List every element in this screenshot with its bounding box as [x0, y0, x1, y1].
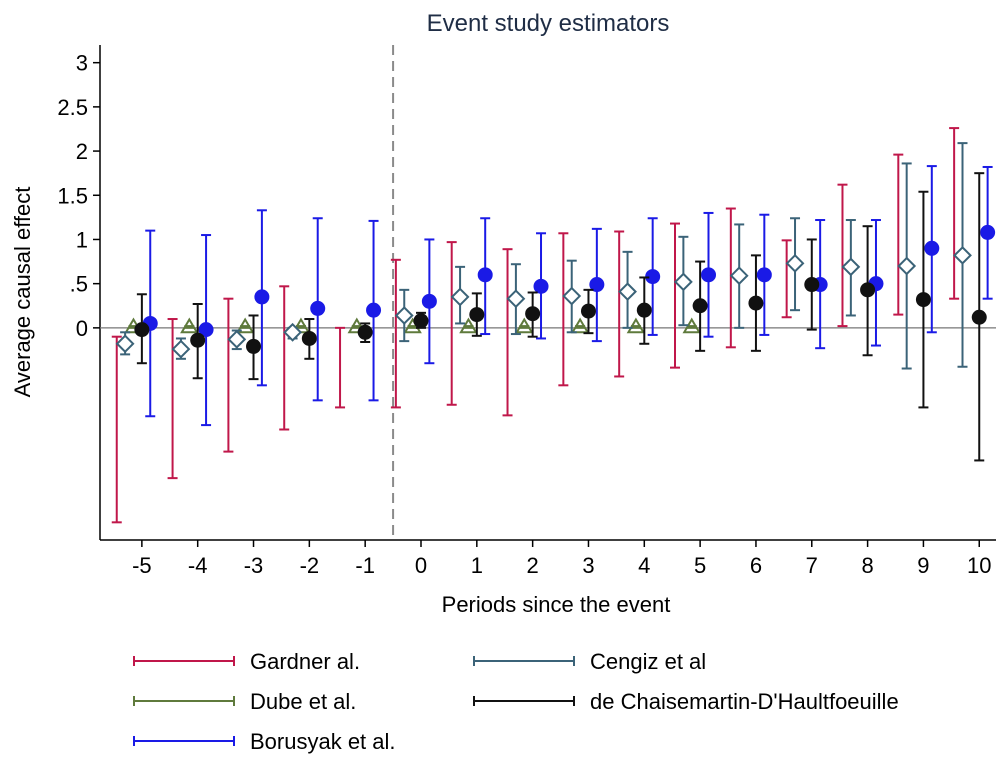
point-marker	[421, 293, 437, 309]
point-marker	[506, 289, 526, 309]
y-tick-label: 1.5	[57, 183, 88, 208]
point-marker	[645, 269, 661, 285]
legend-label: de Chaisemartin-D'Haultfoeuille	[590, 689, 899, 714]
y-tick-label: .5	[70, 272, 88, 297]
x-tick-label: -1	[355, 553, 375, 578]
point-marker	[515, 317, 534, 334]
point-marker	[469, 307, 485, 323]
y-tick-label: 0	[76, 316, 88, 341]
point-marker	[477, 267, 493, 283]
legend-item: Borusyak et al.	[133, 729, 396, 754]
x-tick-label: 3	[582, 553, 594, 578]
point-marker	[347, 317, 367, 334]
chart-title: Event study estimators	[427, 10, 670, 37]
series-2	[142, 165, 996, 427]
point-marker	[227, 329, 247, 349]
point-marker	[804, 277, 820, 293]
point-marker	[980, 224, 996, 240]
legend-item: de Chaisemartin-D'Haultfoeuille	[473, 689, 899, 714]
point-marker	[897, 256, 917, 276]
point-marker	[301, 330, 317, 346]
point-marker	[198, 322, 214, 338]
series-4	[134, 172, 987, 462]
x-tick-label: 2	[527, 553, 539, 578]
point-marker	[254, 289, 270, 305]
x-tick-label: 5	[694, 553, 706, 578]
legend-label: Dube et al.	[250, 689, 356, 714]
point-marker	[626, 317, 646, 334]
point-marker	[394, 306, 414, 325]
legend-item: Dube et al.	[133, 689, 356, 714]
point-marker	[618, 282, 637, 302]
point-marker	[729, 266, 749, 286]
y-axis-label: Average causal effect	[10, 187, 35, 398]
point-marker	[171, 339, 191, 359]
point-marker	[190, 332, 206, 348]
point-marker	[580, 303, 596, 319]
y-tick-label: 2	[76, 139, 88, 164]
series-3	[115, 142, 972, 370]
point-marker	[570, 317, 590, 334]
point-marker	[525, 306, 541, 322]
x-axis-label: Periods since the event	[442, 592, 671, 617]
point-marker	[413, 313, 429, 329]
x-tick-label: 9	[917, 553, 929, 578]
point-marker	[562, 286, 582, 306]
point-marker	[971, 309, 987, 325]
point-marker	[756, 267, 772, 283]
point-marker	[589, 277, 605, 293]
point-marker	[115, 334, 135, 354]
point-marker	[310, 300, 326, 316]
point-marker	[953, 245, 972, 265]
legend-item: Gardner al.	[133, 649, 360, 674]
y-tick-label: 1	[76, 227, 88, 252]
y-tick-label: 2.5	[57, 95, 88, 120]
point-marker	[841, 257, 861, 277]
point-marker	[636, 302, 652, 318]
x-tick-label: -4	[188, 553, 208, 578]
point-marker	[924, 240, 940, 256]
point-marker	[533, 278, 549, 294]
series-0	[111, 127, 960, 524]
point-marker	[450, 287, 470, 307]
point-marker	[235, 317, 255, 334]
x-tick-label: 1	[471, 553, 483, 578]
legend-label: Cengiz et al	[590, 649, 706, 674]
point-marker	[860, 282, 876, 298]
point-marker	[459, 317, 478, 334]
point-marker	[246, 338, 262, 354]
x-tick-label: 0	[415, 553, 427, 578]
x-tick-label: -2	[300, 553, 320, 578]
x-tick-label: 7	[806, 553, 818, 578]
x-tick-label: 6	[750, 553, 762, 578]
legend: Gardner al. Dube et al. Borusyak et al. Cen…	[133, 649, 899, 754]
point-marker	[134, 322, 150, 338]
x-tick-label: -3	[244, 553, 264, 578]
x-tick-label: 8	[861, 553, 873, 578]
point-marker	[180, 317, 199, 334]
point-marker	[366, 302, 382, 318]
point-marker	[673, 272, 693, 292]
legend-label: Borusyak et al.	[250, 729, 396, 754]
point-marker	[785, 253, 805, 273]
point-marker	[748, 295, 764, 311]
x-tick-label: 10	[967, 553, 991, 578]
legend-label: Gardner al.	[250, 649, 360, 674]
point-marker	[692, 298, 708, 314]
point-marker	[357, 324, 373, 340]
point-marker	[915, 292, 931, 308]
point-marker	[700, 267, 716, 283]
x-tick-label: 4	[638, 553, 650, 578]
y-tick-label: 3	[76, 51, 88, 76]
x-tick-label: -5	[132, 553, 152, 578]
plot-area: 32.521.51.50-5 -4 -3 -2 -1 0 1 2 3 4 5 6 7 8 9 10	[57, 45, 996, 578]
point-marker	[283, 322, 303, 342]
legend-item: Cengiz et al	[473, 649, 706, 674]
